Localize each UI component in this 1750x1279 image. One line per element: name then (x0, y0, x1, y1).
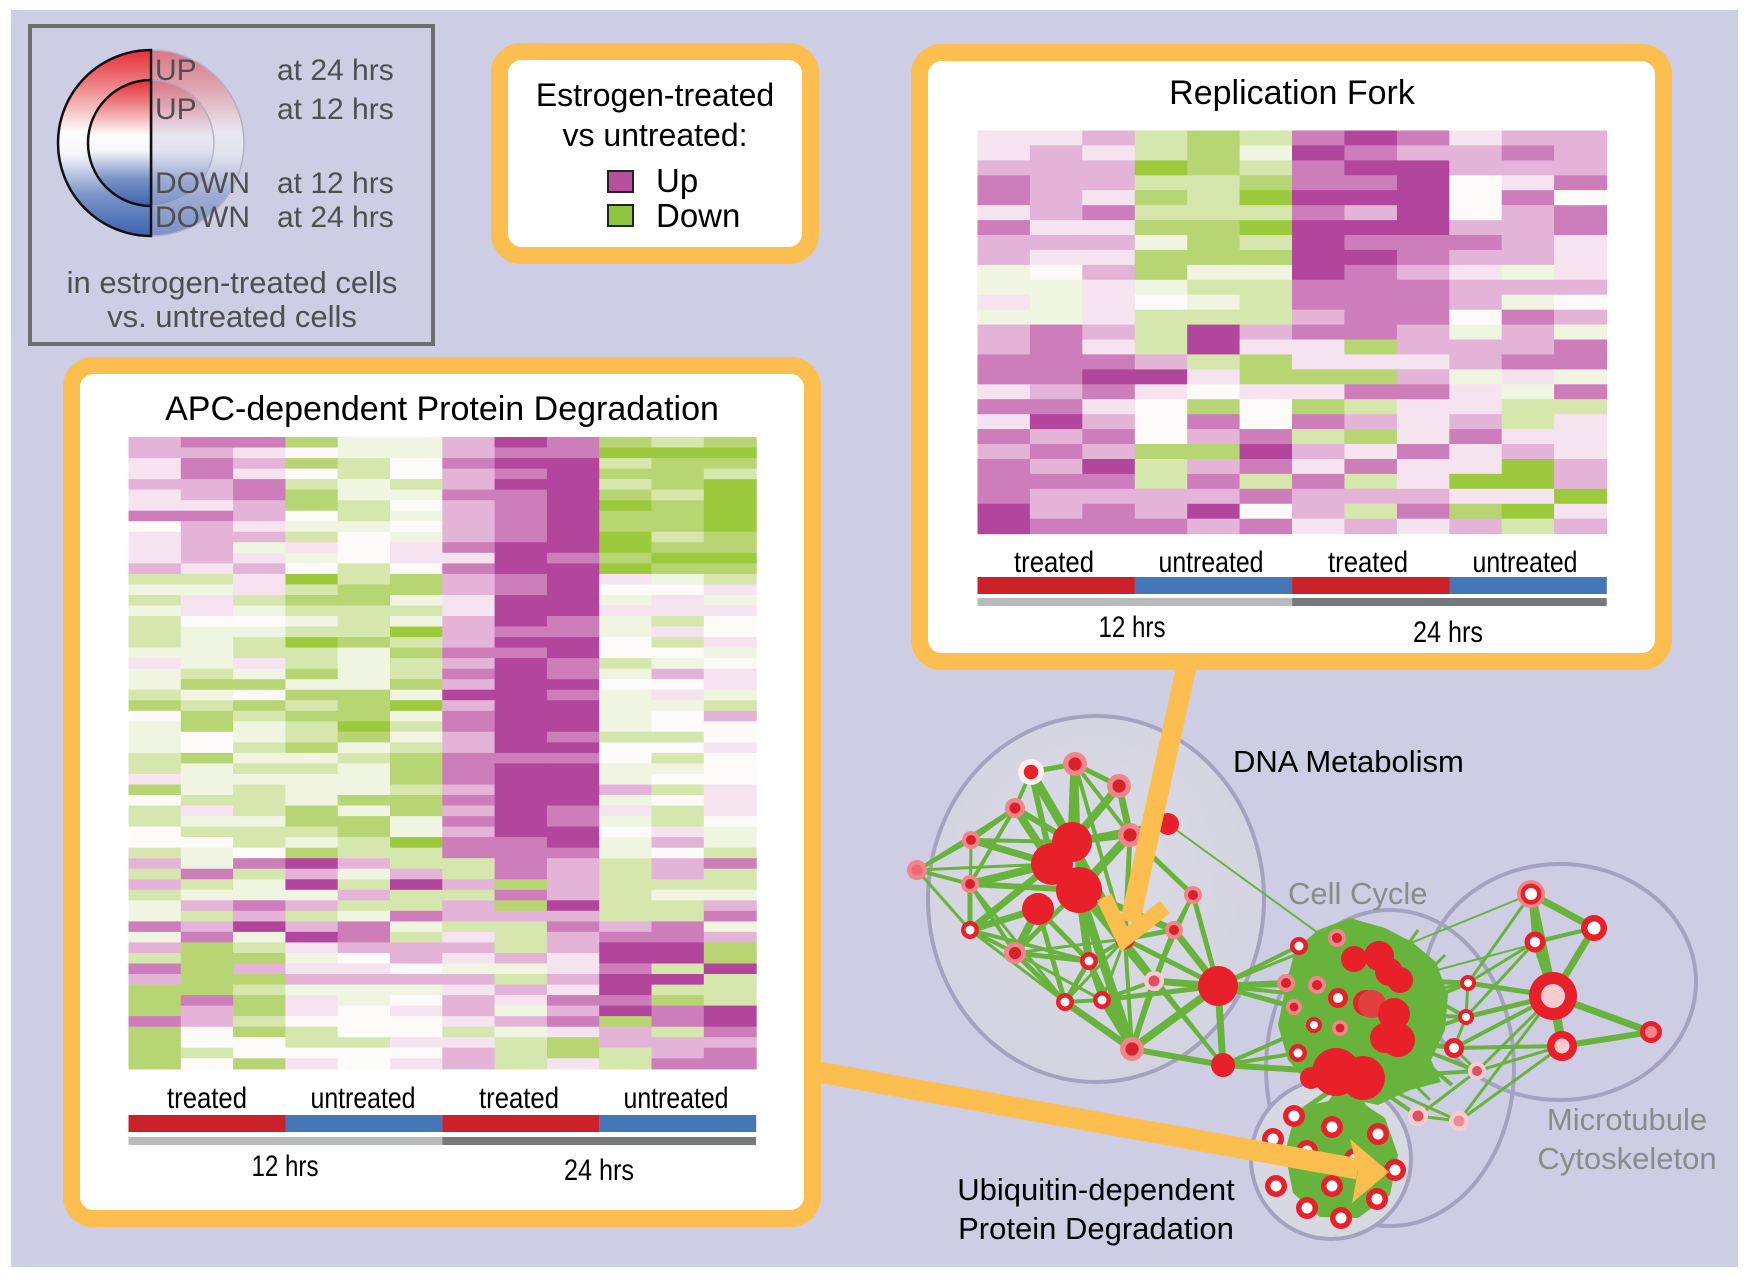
svg-text:Microtubule: Microtubule (1547, 1102, 1707, 1137)
svg-text:DOWN: DOWN (155, 167, 250, 200)
svg-text:Protein Degradation: Protein Degradation (958, 1211, 1234, 1246)
svg-text:APC-dependent Protein Degradat: APC-dependent Protein Degradation (165, 390, 719, 428)
svg-text:Estrogen-treated: Estrogen-treated (536, 77, 774, 113)
svg-text:UP: UP (155, 93, 197, 126)
svg-text:12 hrs: 12 hrs (252, 1150, 319, 1183)
svg-text:24 hrs: 24 hrs (564, 1154, 634, 1187)
svg-text:Cell Cycle: Cell Cycle (1288, 876, 1428, 911)
svg-text:in estrogen-treated cells: in estrogen-treated cells (67, 265, 398, 300)
svg-text:untreated: untreated (311, 1082, 416, 1115)
svg-text:12 hrs: 12 hrs (1099, 611, 1166, 644)
svg-text:at 12 hrs: at 12 hrs (277, 167, 394, 200)
svg-text:UP: UP (155, 54, 197, 87)
svg-text:treated: treated (1328, 546, 1408, 579)
svg-text:24 hrs: 24 hrs (1413, 616, 1483, 649)
svg-text:at 24 hrs: at 24 hrs (277, 54, 394, 87)
svg-text:at 12 hrs: at 12 hrs (277, 93, 394, 126)
svg-text:Replication Fork: Replication Fork (1169, 74, 1416, 112)
svg-text:untreated: untreated (1473, 546, 1578, 579)
svg-text:Down: Down (656, 197, 740, 234)
svg-text:vs. untreated cells: vs. untreated cells (107, 299, 357, 334)
svg-text:treated: treated (167, 1082, 247, 1115)
svg-text:treated: treated (479, 1082, 559, 1115)
svg-text:DNA Metabolism: DNA Metabolism (1233, 744, 1464, 779)
svg-text:Cytoskeleton: Cytoskeleton (1537, 1141, 1716, 1176)
svg-text:Ubiquitin-dependent: Ubiquitin-dependent (957, 1172, 1235, 1207)
svg-text:untreated: untreated (624, 1082, 729, 1115)
svg-text:DOWN: DOWN (155, 201, 250, 234)
svg-text:Up: Up (656, 162, 698, 199)
svg-text:at 24 hrs: at 24 hrs (277, 201, 394, 234)
svg-text:untreated: untreated (1159, 546, 1264, 579)
svg-text:vs untreated:: vs untreated: (563, 117, 748, 153)
svg-text:treated: treated (1014, 546, 1094, 579)
